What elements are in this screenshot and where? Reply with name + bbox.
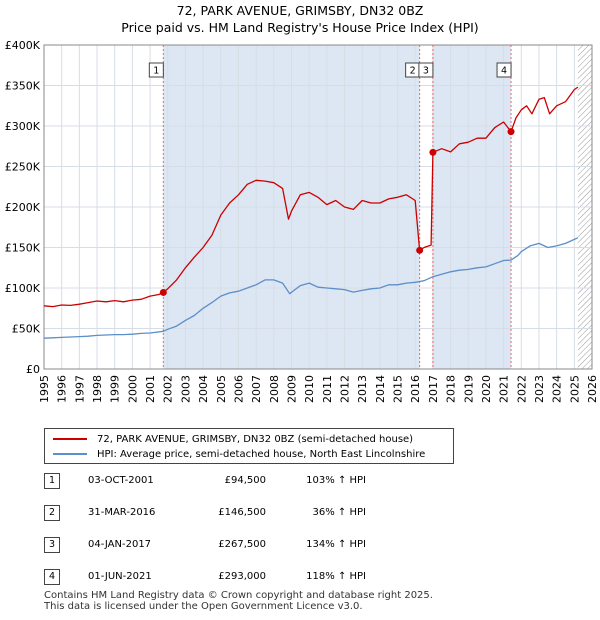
sale-row: 2 31-MAR-2016 £146,500 36% ↑ HPI [44, 505, 384, 521]
x-tick-label: 2012 [339, 375, 352, 403]
x-tick-label: 2022 [515, 375, 528, 403]
x-tick-label: 2025 [568, 375, 581, 403]
price-chart: 1 2 3 4 £0 £50K £100K £150K £200K £250K £300K £350K… [5, 39, 599, 403]
legend-price-swatch [53, 438, 87, 440]
sale-date: 04-JAN-2017 [88, 539, 152, 550]
x-tick-label: 2007 [250, 375, 263, 403]
sale-price: £267,500 [218, 539, 266, 550]
sale-date: 01-JUN-2021 [88, 571, 152, 582]
x-tick-label: 2016 [409, 375, 422, 403]
y-tick-label: £200K [5, 201, 41, 214]
sale-row: 3 04-JAN-2017 £267,500 134% ↑ HPI [44, 537, 384, 553]
x-tick-label: 2018 [445, 375, 458, 403]
sale-marker-label: 2 [410, 66, 416, 77]
plot-border [43, 44, 593, 370]
sale-marker-label: 4 [501, 66, 507, 77]
sale-marker-label: 3 [423, 66, 429, 77]
x-tick-label: 2021 [498, 375, 511, 403]
y-tick-label: £150K [5, 242, 41, 255]
x-tick-label: 2004 [197, 375, 210, 403]
x-tick-label: 2015 [392, 375, 405, 403]
x-tick-label: 1998 [91, 375, 104, 403]
legend-hpi-swatch [53, 453, 87, 455]
y-tick-label: £300K [5, 120, 41, 133]
x-tick-label: 2024 [551, 375, 564, 403]
x-tick-label: 1996 [56, 375, 69, 403]
x-tick-label: 2026 [586, 375, 599, 403]
x-tick-label: 2013 [356, 375, 369, 403]
sale-number-badge: 1 [44, 473, 60, 489]
legend-price-label: 72, PARK AVENUE, GRIMSBY, DN32 0BZ (semi… [97, 433, 414, 445]
x-tick-label: 2011 [321, 375, 334, 403]
y-tick-label: £400K [5, 39, 41, 52]
sale-row: 1 03-OCT-2001 £94,500 103% ↑ HPI [44, 473, 384, 489]
sale-hpi-change: 36% ↑ HPI [312, 507, 366, 518]
sale-number-badge: 2 [44, 505, 60, 521]
y-tick-label: £100K [5, 282, 41, 295]
sale-hpi-change: 134% ↑ HPI [306, 539, 366, 550]
y-tick-label: £50K [12, 323, 41, 336]
legend: 72, PARK AVENUE, GRIMSBY, DN32 0BZ (semi… [44, 428, 454, 464]
x-tick-label: 2023 [533, 375, 546, 403]
chart-title-line1: 72, PARK AVENUE, GRIMSBY, DN32 0BZ [176, 3, 424, 18]
legend-item-price: 72, PARK AVENUE, GRIMSBY, DN32 0BZ (semi… [53, 432, 413, 446]
chart-title-line2: Price paid vs. HM Land Registry's House … [121, 20, 479, 35]
sale-marker-badge [496, 62, 512, 78]
x-tick-label: 1999 [109, 375, 122, 403]
footer: Contains HM Land Registry data © Crown c… [44, 590, 433, 612]
x-tick-label: 1995 [38, 375, 51, 403]
x-tick-label: 2014 [374, 375, 387, 403]
x-tick-label: 2003 [179, 375, 192, 403]
footer-licence: This data is licensed under the Open Gov… [44, 601, 363, 612]
sale-price: £94,500 [224, 475, 266, 486]
sale-date: 03-OCT-2001 [88, 475, 154, 486]
price-paid-line [43, 86, 579, 308]
sale-point [416, 246, 424, 254]
x-tick-label: 2000 [126, 375, 139, 403]
sale-row: 4 01-JUN-2021 £293,000 118% ↑ HPI [44, 569, 384, 585]
sale-hpi-change: 103% ↑ HPI [306, 475, 366, 486]
x-tick-label: 2010 [303, 375, 316, 403]
sale-point [429, 148, 437, 156]
x-tick-label: 2019 [462, 375, 475, 403]
sale-marker-label: 1 [153, 66, 159, 77]
x-tick-label: 2006 [232, 375, 245, 403]
sale-number-badge: 3 [44, 537, 60, 553]
sale-price: £293,000 [218, 571, 266, 582]
x-tick-label: 2008 [268, 375, 281, 403]
sale-number-badge: 4 [44, 569, 60, 585]
chart-title: 72, PARK AVENUE, GRIMSBY, DN32 0BZ Price… [0, 2, 600, 36]
sale-price: £146,500 [218, 507, 266, 518]
y-tick-label: £250K [5, 161, 41, 174]
legend-item-hpi: HPI: Average price, semi-detached house,… [53, 447, 425, 461]
x-tick-label: 2001 [144, 375, 157, 403]
x-tick-label: 2020 [480, 375, 493, 403]
sale-point [159, 288, 167, 296]
sale-marker-badge [148, 62, 164, 78]
legend-hpi-label: HPI: Average price, semi-detached house,… [97, 448, 426, 460]
x-tick-label: 2002 [162, 375, 175, 403]
sale-date: 31-MAR-2016 [88, 507, 156, 518]
sale-hpi-change: 118% ↑ HPI [306, 571, 366, 582]
x-tick-label: 2005 [215, 375, 228, 403]
sale-marker-badge [418, 62, 434, 78]
x-tick-label: 1997 [73, 375, 86, 403]
sale-point [507, 128, 515, 136]
y-tick-label: £0 [26, 363, 40, 376]
x-tick-label: 2017 [427, 375, 440, 403]
footer-copyright: Contains HM Land Registry data © Crown c… [44, 590, 433, 601]
y-tick-label: £350K [5, 80, 41, 93]
hpi-line [43, 237, 579, 339]
x-tick-label: 2009 [285, 375, 298, 403]
